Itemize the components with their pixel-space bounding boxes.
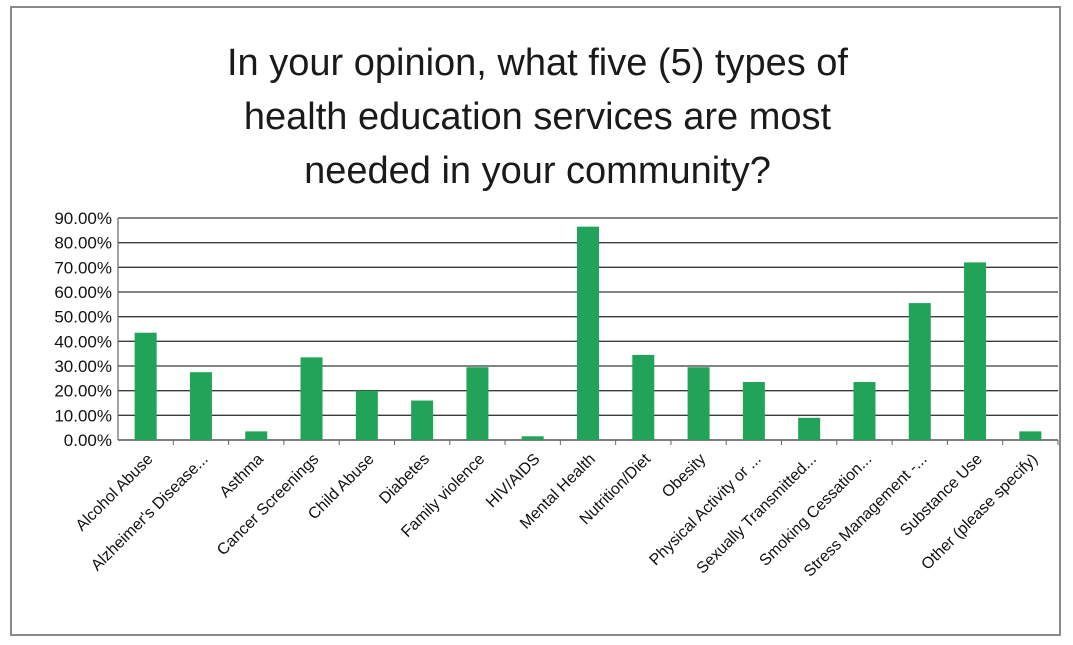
y-tick-label: 10.00% <box>54 406 112 425</box>
bar <box>521 436 544 440</box>
chart-frame: In your opinion, what five (5) types of … <box>10 6 1061 636</box>
x-category-label: Physical Activity or ... <box>646 451 764 569</box>
y-tick-label: 20.00% <box>54 382 112 401</box>
x-category-label: Diabetes <box>376 451 433 508</box>
y-tick-label: 60.00% <box>54 283 112 302</box>
bar <box>798 417 821 440</box>
y-tick-label: 50.00% <box>54 308 112 327</box>
bar <box>577 226 599 440</box>
x-category-label: Alzheimer's Disease... <box>88 451 212 575</box>
bar <box>466 367 489 440</box>
bar <box>300 357 323 440</box>
x-category-label: Obesity <box>659 451 709 501</box>
chart-title: In your opinion, what five (5) types of … <box>12 36 1063 198</box>
y-tick-label: 0.00% <box>64 431 112 450</box>
bar <box>908 303 931 440</box>
bar <box>964 262 987 440</box>
y-tick-label: 70.00% <box>54 258 112 277</box>
x-category-label: Cancer Screenings <box>214 451 322 559</box>
bar <box>245 431 268 440</box>
bar <box>1019 431 1042 440</box>
bar <box>189 372 212 440</box>
chart-title-line-1: In your opinion, what five (5) types of <box>227 42 848 84</box>
bar <box>355 390 378 440</box>
x-category-label: Smoking Cessation... <box>756 451 875 570</box>
x-category-label: Other (please specify) <box>918 451 1041 574</box>
y-tick-label: 30.00% <box>54 357 112 376</box>
bar <box>853 382 876 440</box>
x-category-label: Asthma <box>217 451 267 501</box>
y-tick-label: 80.00% <box>54 234 112 253</box>
bar <box>411 400 434 440</box>
y-tick-label: 40.00% <box>54 332 112 351</box>
bar <box>134 332 157 440</box>
bar <box>742 382 765 440</box>
chart-title-line-2: health education services are most <box>243 96 832 138</box>
bar <box>632 354 655 440</box>
bar-chart: 0.00% 10.00% 20.00% 30.00% 40.00% 50.00% 60.00… <box>54 209 1059 580</box>
y-tick-label: 90.00% <box>54 209 112 228</box>
bar <box>687 367 710 440</box>
chart-title-line-3: needed in your community? <box>304 150 771 192</box>
